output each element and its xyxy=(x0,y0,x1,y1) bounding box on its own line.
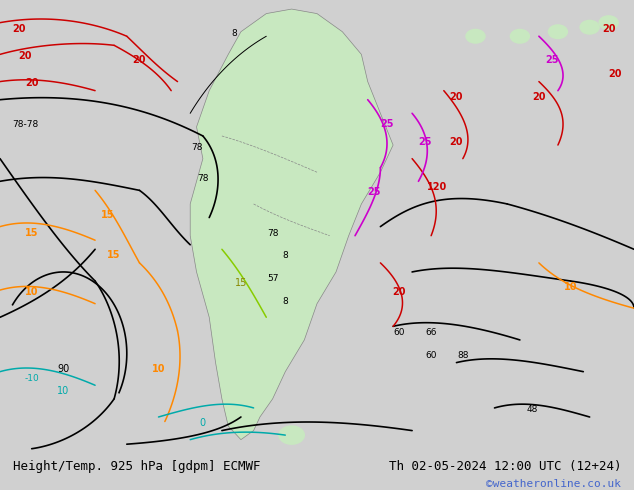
Circle shape xyxy=(599,16,618,29)
Text: 48: 48 xyxy=(527,405,538,415)
Text: 60: 60 xyxy=(425,351,437,360)
Text: 25: 25 xyxy=(418,137,432,147)
Polygon shape xyxy=(190,9,393,440)
Text: 20: 20 xyxy=(450,137,463,147)
Text: 78-78: 78-78 xyxy=(12,120,39,129)
Circle shape xyxy=(548,25,567,39)
Text: 90: 90 xyxy=(57,364,70,374)
Text: 66: 66 xyxy=(425,328,437,338)
Circle shape xyxy=(466,29,485,43)
Circle shape xyxy=(279,426,304,444)
Text: 8: 8 xyxy=(282,251,288,260)
Text: 10: 10 xyxy=(564,282,578,292)
Text: 20: 20 xyxy=(25,78,39,88)
Text: 57: 57 xyxy=(267,274,278,283)
Text: 25: 25 xyxy=(380,119,394,129)
Text: 10: 10 xyxy=(57,386,70,396)
Text: 78: 78 xyxy=(267,229,278,238)
Text: 20: 20 xyxy=(450,92,463,102)
Text: 120: 120 xyxy=(427,182,448,193)
Text: 20: 20 xyxy=(602,24,616,34)
Text: 20: 20 xyxy=(608,69,622,79)
Text: 15: 15 xyxy=(107,250,121,260)
Text: ©weatheronline.co.uk: ©weatheronline.co.uk xyxy=(486,480,621,490)
Text: 78: 78 xyxy=(191,143,202,151)
Text: 20: 20 xyxy=(392,287,406,296)
Text: 78: 78 xyxy=(197,174,209,183)
Text: 20: 20 xyxy=(133,55,146,66)
Text: 8: 8 xyxy=(231,29,238,38)
Text: 25: 25 xyxy=(367,187,381,197)
Text: Th 02-05-2024 12:00 UTC (12+24): Th 02-05-2024 12:00 UTC (12+24) xyxy=(389,460,621,473)
Text: 25: 25 xyxy=(545,55,559,66)
Text: 10: 10 xyxy=(152,364,165,374)
Text: 10: 10 xyxy=(25,287,39,296)
Circle shape xyxy=(580,21,599,34)
Text: 8: 8 xyxy=(282,296,288,306)
Text: 20: 20 xyxy=(532,92,546,102)
Text: 0: 0 xyxy=(200,418,206,428)
Text: 88: 88 xyxy=(457,351,469,360)
Text: 15: 15 xyxy=(25,228,39,238)
Text: 15: 15 xyxy=(101,210,115,220)
Text: 60: 60 xyxy=(394,328,405,338)
Text: Height/Temp. 925 hPa [gdpm] ECMWF: Height/Temp. 925 hPa [gdpm] ECMWF xyxy=(13,460,260,473)
Text: -10: -10 xyxy=(24,374,39,383)
Circle shape xyxy=(510,29,529,43)
Text: 20: 20 xyxy=(18,51,32,61)
Text: 15: 15 xyxy=(235,277,247,288)
Text: 20: 20 xyxy=(12,24,26,34)
